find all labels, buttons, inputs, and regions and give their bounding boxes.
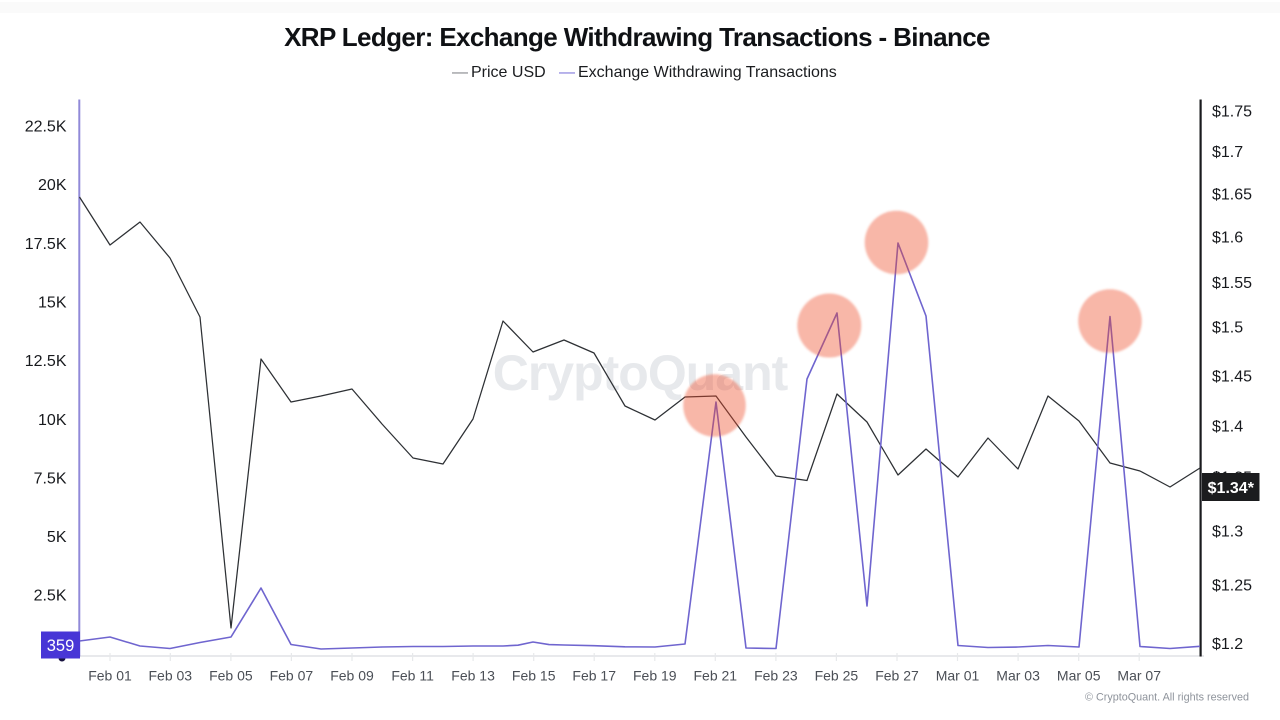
svg-text:Mar 03: Mar 03 bbox=[996, 668, 1040, 684]
svg-text:Feb 03: Feb 03 bbox=[149, 668, 193, 684]
svg-text:12.5K: 12.5K bbox=[25, 353, 67, 370]
svg-text:$1.55: $1.55 bbox=[1212, 275, 1252, 292]
svg-text:359: 359 bbox=[47, 637, 75, 655]
svg-text:Feb 15: Feb 15 bbox=[512, 668, 556, 684]
svg-text:$1.3: $1.3 bbox=[1212, 524, 1243, 541]
svg-text:$1.7: $1.7 bbox=[1212, 144, 1243, 161]
svg-text:$1.34*: $1.34* bbox=[1208, 480, 1255, 497]
svg-text:$1.25: $1.25 bbox=[1212, 578, 1252, 595]
svg-text:Feb 05: Feb 05 bbox=[209, 668, 253, 684]
svg-text:$1.75: $1.75 bbox=[1212, 104, 1252, 121]
svg-text:10K: 10K bbox=[38, 412, 67, 429]
svg-text:$1.65: $1.65 bbox=[1212, 187, 1252, 204]
svg-text:© CryptoQuant. All rights rese: © CryptoQuant. All rights reserved bbox=[1085, 692, 1249, 704]
svg-text:Feb 01: Feb 01 bbox=[88, 668, 132, 684]
svg-text:—: — bbox=[559, 64, 575, 81]
svg-text:XRP Ledger: Exchange Withdrawi: XRP Ledger: Exchange Withdrawing Transac… bbox=[284, 22, 990, 52]
svg-text:22.5K: 22.5K bbox=[25, 119, 67, 136]
svg-text:Feb 25: Feb 25 bbox=[815, 668, 859, 684]
svg-text:—: — bbox=[452, 64, 468, 81]
svg-text:Feb 27: Feb 27 bbox=[875, 668, 919, 684]
svg-text:Mar 07: Mar 07 bbox=[1117, 668, 1161, 684]
svg-text:Feb 23: Feb 23 bbox=[754, 668, 798, 684]
svg-text:$1.6: $1.6 bbox=[1212, 230, 1243, 247]
svg-text:17.5K: 17.5K bbox=[25, 236, 67, 253]
svg-text:20K: 20K bbox=[38, 177, 67, 194]
svg-text:$1.45: $1.45 bbox=[1212, 369, 1252, 386]
svg-text:Feb 13: Feb 13 bbox=[451, 668, 495, 684]
svg-text:Price USD: Price USD bbox=[471, 64, 546, 81]
svg-text:2.5K: 2.5K bbox=[34, 588, 67, 605]
svg-text:$1.5: $1.5 bbox=[1212, 320, 1243, 337]
svg-text:$1.4: $1.4 bbox=[1212, 419, 1243, 436]
svg-text:15K: 15K bbox=[38, 295, 67, 312]
svg-text:CryptoQuant: CryptoQuant bbox=[493, 345, 789, 401]
svg-text:Feb 09: Feb 09 bbox=[330, 668, 374, 684]
svg-text:Exchange Withdrawing Transacti: Exchange Withdrawing Transactions bbox=[578, 64, 837, 81]
svg-text:Feb 17: Feb 17 bbox=[572, 668, 616, 684]
svg-text:Feb 19: Feb 19 bbox=[633, 668, 677, 684]
svg-text:7.5K: 7.5K bbox=[34, 471, 67, 488]
svg-text:Feb 21: Feb 21 bbox=[694, 668, 738, 684]
svg-text:Feb 11: Feb 11 bbox=[391, 668, 434, 684]
svg-text:Mar 05: Mar 05 bbox=[1057, 668, 1101, 684]
svg-text:Feb 07: Feb 07 bbox=[270, 668, 314, 684]
svg-text:5K: 5K bbox=[47, 529, 67, 546]
svg-text:Mar 01: Mar 01 bbox=[936, 668, 980, 684]
svg-text:$1.2: $1.2 bbox=[1212, 636, 1243, 653]
